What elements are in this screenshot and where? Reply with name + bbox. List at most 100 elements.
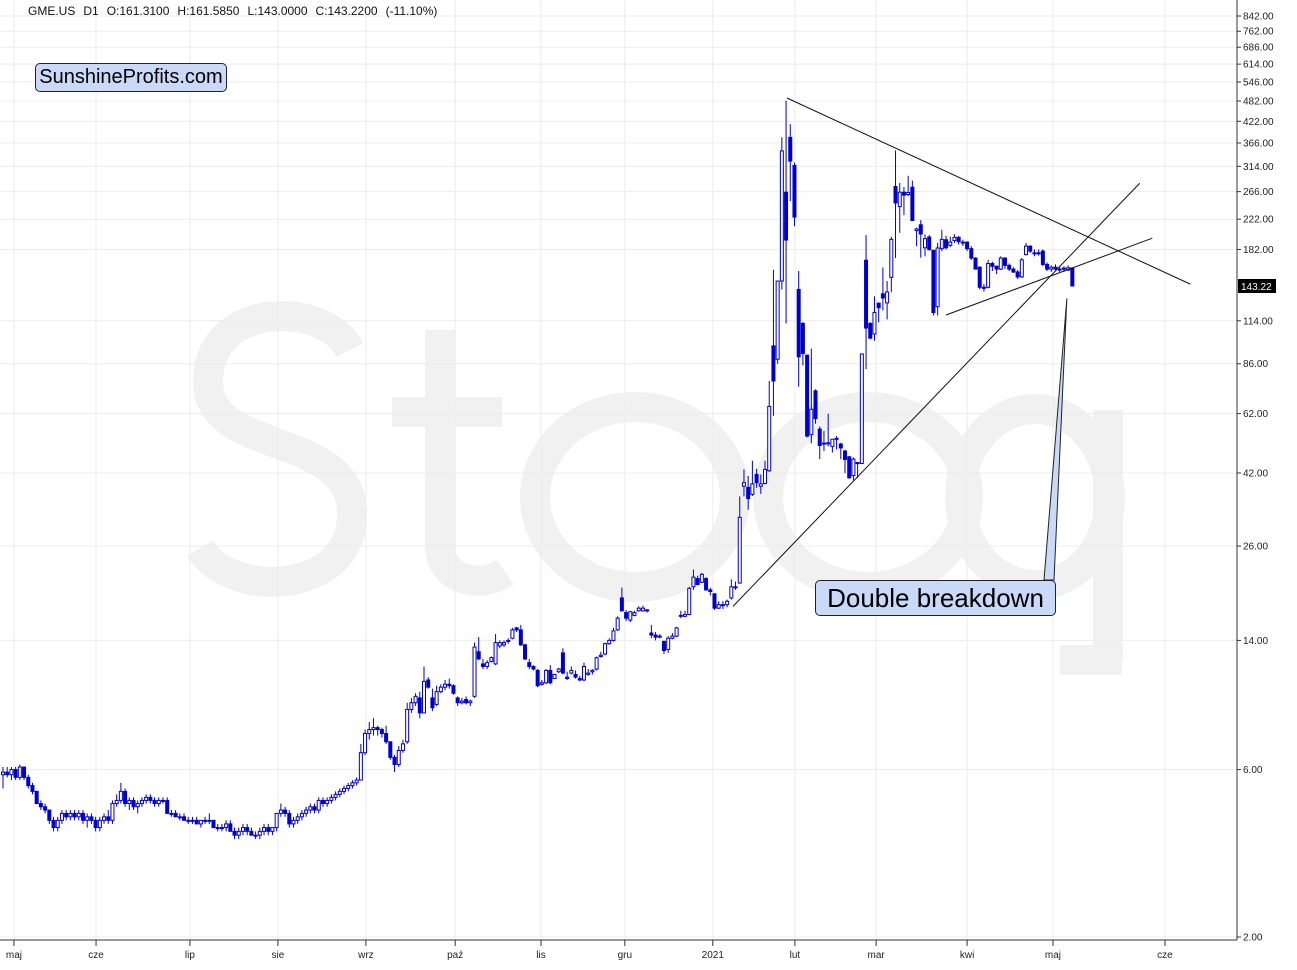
- candle-up: [497, 642, 502, 647]
- annotation-callout: Double breakdown: [815, 580, 1056, 616]
- candle-up: [615, 617, 620, 631]
- candle-down: [1040, 250, 1045, 265]
- candle-up: [177, 816, 182, 819]
- candle-down: [805, 354, 810, 437]
- candle-down: [417, 697, 422, 714]
- candle-down: [5, 771, 10, 776]
- watermark-letter-s: [187, 301, 367, 597]
- candle-down: [22, 766, 27, 778]
- candle-down: [30, 785, 35, 792]
- y-tick-label: 26.00: [1243, 542, 1268, 553]
- candle-up: [257, 830, 262, 836]
- candle-down: [847, 456, 852, 479]
- candle-down: [523, 644, 528, 660]
- candle-down: [476, 651, 481, 660]
- candle-down: [843, 450, 847, 460]
- candle-up: [1049, 266, 1054, 270]
- trendlines: [732, 97, 1191, 607]
- candle-up: [674, 627, 679, 637]
- candle-up: [371, 727, 376, 731]
- x-tick-label: gru: [618, 950, 632, 961]
- x-tick-label: mar: [868, 950, 886, 961]
- high-value: H:161.5850: [177, 4, 240, 18]
- candle-up: [114, 799, 119, 805]
- candle-up: [219, 827, 224, 830]
- candle-up: [363, 733, 368, 754]
- x-tick-label: lut: [790, 950, 801, 961]
- candle-up: [127, 799, 132, 805]
- candle-down: [379, 729, 384, 735]
- candle-down: [708, 589, 713, 592]
- y-tick-label: 222.00: [1243, 215, 1274, 226]
- candle-up: [607, 639, 612, 645]
- candle-up: [687, 587, 692, 615]
- candle-up: [224, 823, 229, 829]
- candle-down: [228, 823, 233, 832]
- candle-up: [855, 462, 860, 465]
- candle-up: [333, 793, 338, 798]
- candle-down: [287, 812, 292, 825]
- brand-label: SunshineProfits.com: [35, 63, 227, 92]
- candle-up: [826, 442, 831, 445]
- candle-up: [556, 668, 561, 673]
- candle-up: [716, 604, 721, 609]
- candle-up: [809, 408, 814, 436]
- candle-up: [354, 779, 359, 784]
- candle-down: [80, 812, 85, 821]
- candle-up: [632, 612, 637, 616]
- candle-up: [1036, 252, 1041, 255]
- candle-up: [1024, 245, 1029, 256]
- candle-down: [960, 241, 965, 244]
- candle-up: [1057, 268, 1062, 271]
- candle-up: [729, 586, 734, 599]
- candle-down: [573, 673, 578, 678]
- candle-up: [859, 353, 864, 464]
- y-tick-label: 314.00: [1243, 162, 1274, 173]
- y-tick-label: 42.00: [1243, 468, 1268, 479]
- candle-up: [459, 700, 464, 704]
- candle-up: [396, 749, 401, 766]
- y-tick-label: 686.00: [1243, 43, 1274, 54]
- candle-down: [653, 634, 658, 638]
- candle-down: [619, 597, 624, 612]
- candle-down: [990, 262, 995, 267]
- candle-down: [838, 443, 843, 449]
- candle-down: [527, 662, 532, 667]
- candle-down: [746, 486, 751, 500]
- x-tick-label: cze: [1157, 950, 1173, 961]
- candle-down: [817, 428, 822, 446]
- candle-down: [931, 249, 936, 314]
- candle-up: [678, 614, 683, 617]
- candle-down: [312, 806, 317, 811]
- last-price-label: 143.22: [1241, 282, 1272, 293]
- candle-down: [796, 288, 801, 358]
- candle-down: [182, 816, 187, 821]
- candle-up: [472, 646, 477, 697]
- candle-up: [367, 729, 372, 735]
- x-tick-label: 2021: [702, 950, 725, 961]
- candle-down: [973, 257, 978, 270]
- candle-up: [741, 482, 746, 487]
- candle-down: [1007, 264, 1012, 270]
- candle-up: [422, 680, 426, 714]
- candle-down: [123, 790, 128, 805]
- y-tick-label: 842.00: [1243, 12, 1274, 23]
- candle-up: [9, 769, 14, 776]
- candle-up: [830, 438, 835, 447]
- candle-up: [169, 812, 174, 815]
- candle-up: [640, 607, 645, 612]
- candle-down: [876, 302, 881, 309]
- candle-down: [447, 683, 452, 687]
- low-value: L:143.0000: [247, 4, 308, 18]
- candle-up: [603, 643, 608, 655]
- candle-up: [190, 819, 195, 822]
- candle-up: [485, 662, 490, 667]
- candle-up: [493, 642, 498, 665]
- y-tick-label: 182.00: [1243, 245, 1274, 256]
- candle-up: [986, 262, 991, 288]
- candle-down: [13, 769, 18, 778]
- candle-up: [897, 191, 902, 208]
- candle-up: [569, 669, 574, 674]
- candle-down: [72, 812, 77, 818]
